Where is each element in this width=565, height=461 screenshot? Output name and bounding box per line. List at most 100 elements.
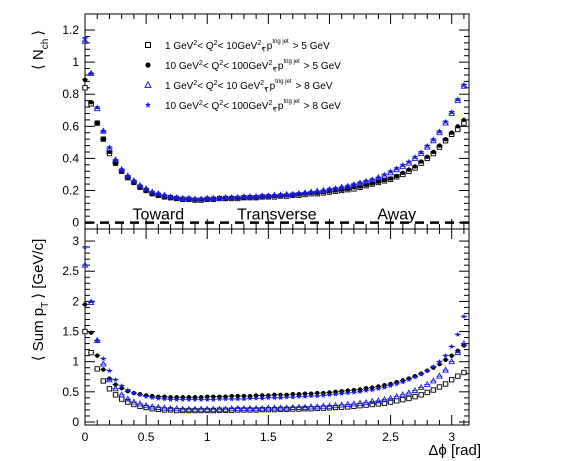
data-point: [222, 405, 229, 412]
data-point: [241, 194, 247, 200]
data-point: [363, 178, 369, 184]
data-point: [357, 179, 363, 185]
data-point: [339, 390, 345, 396]
data-point: [455, 373, 461, 379]
data-point: [137, 182, 143, 188]
data-point: [112, 376, 119, 383]
data-point: [344, 400, 352, 407]
data-point: [460, 339, 468, 347]
data-point: [326, 402, 333, 409]
data-point: [301, 403, 309, 410]
data-point: [204, 195, 210, 201]
data-point: [204, 396, 210, 402]
data-point: [381, 395, 388, 403]
data-point: [302, 391, 308, 396]
data-point: [119, 166, 125, 172]
data-point: [381, 384, 388, 390]
data-point: [350, 181, 358, 188]
data-point: [406, 158, 412, 164]
data-point: [272, 392, 277, 398]
data-point: [442, 118, 449, 124]
data-point: [112, 157, 119, 163]
data-point: [356, 179, 364, 186]
bottom-y-axis-label: ⟨ Sum pT⟩ [GeV/c]: [30, 239, 51, 362]
data-point: [241, 396, 247, 402]
data-point: [357, 389, 363, 395]
data-point: [461, 313, 467, 319]
data-point: [81, 37, 89, 44]
data-point: [95, 120, 100, 126]
top-y-tick-label: 1.2: [62, 23, 79, 37]
data-point: [112, 392, 119, 398]
data-point: [88, 100, 94, 105]
data-point: [295, 403, 303, 410]
data-point: [106, 376, 113, 383]
x-tick-label: 1.5: [260, 430, 277, 444]
data-point: [339, 184, 345, 190]
data-point: [222, 396, 229, 402]
top-y-tick-label: 1: [72, 55, 79, 69]
data-point: [119, 383, 125, 389]
top-y-axis-label: ⟨ Nch⟩: [30, 30, 51, 70]
data-point: [449, 377, 455, 383]
data-point: [174, 194, 180, 200]
data-point: [252, 193, 260, 200]
data-point: [100, 128, 106, 134]
data-point: [88, 70, 94, 76]
data-point: [449, 109, 455, 115]
data-point: [234, 404, 242, 412]
data-point: [449, 130, 454, 135]
x-tick-label: 2.5: [382, 430, 399, 444]
data-point: [382, 177, 387, 183]
data-point: [142, 401, 150, 409]
data-point: [405, 389, 413, 396]
bottom-y-tick-label: 1.5: [62, 325, 79, 339]
bottom-y-tick-label: 0: [72, 415, 79, 429]
data-point: [338, 401, 346, 408]
data-point: [198, 396, 204, 402]
data-point: [406, 167, 412, 172]
data-point: [387, 383, 394, 389]
region-label: Away: [377, 207, 416, 224]
data-point: [137, 392, 143, 398]
data-point: [455, 331, 461, 337]
data-point: [394, 398, 400, 404]
data-point: [235, 194, 241, 200]
data-point: [112, 385, 119, 392]
data-point: [375, 174, 382, 180]
data-point: [296, 190, 302, 196]
data-point: [345, 390, 351, 396]
data-point: [307, 403, 315, 410]
data-point: [277, 395, 284, 401]
data-point: [381, 171, 388, 177]
data-point: [191, 405, 199, 412]
top-y-tick-label: 0: [72, 216, 79, 230]
data-point: [424, 142, 430, 148]
data-point: [155, 190, 161, 196]
data-point: [289, 403, 297, 410]
data-point: [454, 348, 462, 356]
data-point: [455, 124, 461, 129]
x-tick-label: 3: [448, 430, 455, 444]
data-point: [418, 149, 424, 155]
bottom-y-tick-label: 1: [72, 355, 79, 369]
data-point: [101, 367, 106, 372]
data-point: [375, 401, 382, 407]
data-point: [449, 353, 454, 358]
top-y-tick-label: 0.8: [62, 87, 79, 101]
data-point: [278, 392, 283, 398]
legend-label: 10 GeV2< Q2< 100GeV2, ptrig jet T > 8 GeV: [165, 99, 341, 114]
data-point: [326, 392, 333, 398]
data-point: [412, 374, 418, 380]
data-point: [229, 393, 234, 399]
data-point: [161, 192, 168, 198]
data-point: [461, 369, 467, 376]
data-point: [234, 193, 242, 201]
data-point: [277, 191, 284, 198]
data-point: [205, 394, 210, 399]
data-point: [277, 191, 284, 197]
data-point: [320, 187, 327, 193]
data-point: [136, 400, 144, 407]
data-point: [362, 398, 370, 406]
data-point: [455, 96, 461, 102]
